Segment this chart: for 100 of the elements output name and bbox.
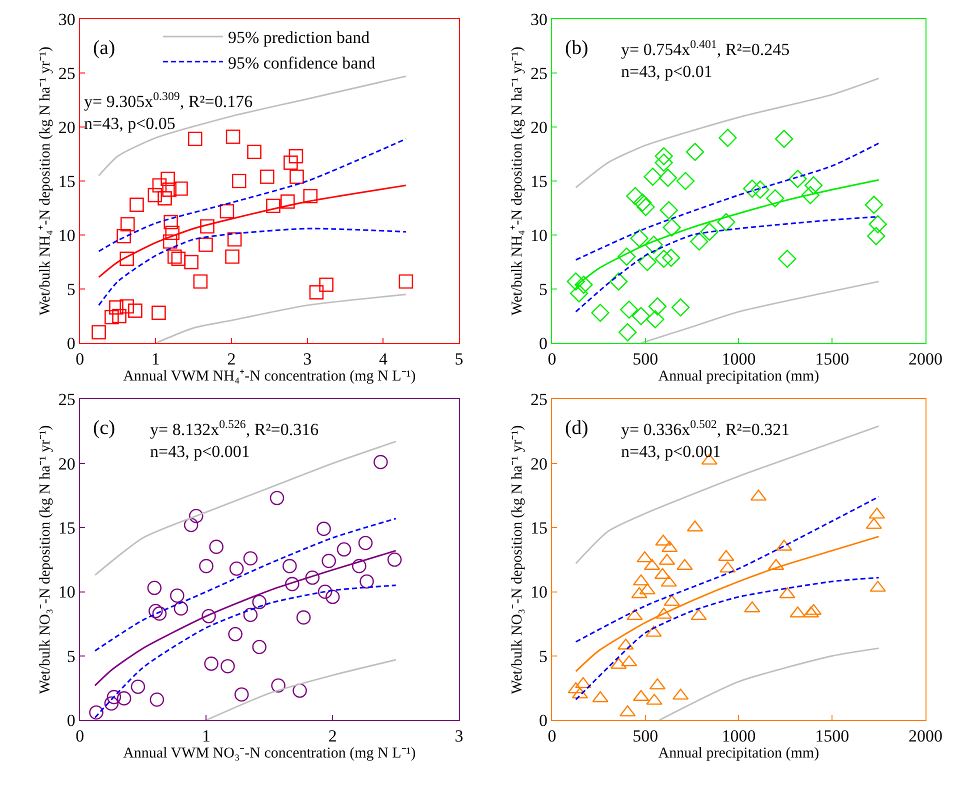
point: [632, 306, 650, 326]
point: [209, 540, 224, 554]
point: [360, 574, 374, 589]
point: [167, 250, 182, 264]
x-tick-label: 2000: [908, 726, 942, 746]
point: [618, 323, 637, 342]
y-axis-title: Wet/bulk NH₄⁺-N deposition (kg N ha⁻¹ yr⁻¹): [510, 46, 526, 316]
point: [804, 176, 823, 194]
y-tick-label: 20: [530, 454, 548, 474]
x-tick-label: 4: [378, 350, 388, 369]
point: [868, 215, 887, 234]
line-series: [154, 294, 407, 344]
point: [867, 227, 886, 246]
line-series: [205, 659, 397, 720]
y-tick-label: 15: [58, 172, 76, 191]
point: [232, 174, 246, 188]
point: [247, 144, 262, 160]
y-tick-label: 5: [538, 646, 548, 666]
annotation: n=43, p<0.05: [84, 114, 176, 133]
legend-label: 95% confidence band: [228, 53, 376, 72]
point: [654, 147, 673, 166]
annotation: (a): [93, 37, 116, 59]
annotation: (d): [565, 417, 588, 439]
y-tick-label: 25: [58, 64, 76, 83]
y-tick-label: 30: [530, 10, 548, 29]
point: [717, 212, 736, 232]
y-tick-label: 20: [530, 118, 548, 137]
y-tick-label: 10: [58, 582, 76, 602]
y-tick-label: 15: [530, 172, 548, 191]
x-tick-label: 500: [632, 726, 658, 746]
point: [170, 588, 184, 603]
point: [296, 610, 311, 625]
line-series: [658, 647, 880, 720]
point: [387, 552, 402, 567]
point: [220, 204, 234, 218]
point: [106, 690, 122, 704]
point: [204, 656, 218, 671]
point: [690, 232, 708, 251]
point: [165, 226, 180, 240]
point: [89, 705, 104, 720]
x-tick-label: 2: [227, 350, 236, 369]
point: [109, 300, 124, 315]
line-series: [98, 138, 407, 252]
y-tick-label: 0: [66, 711, 76, 730]
x-tick-label: 500: [632, 350, 658, 369]
y-tick-label: 10: [58, 226, 76, 245]
point: [686, 142, 704, 161]
line-series: [98, 228, 407, 306]
point: [618, 248, 636, 266]
x-tick-label: 5: [454, 350, 464, 369]
y-tick-label: 5: [538, 280, 548, 300]
point: [120, 252, 134, 266]
point: [130, 680, 146, 694]
point: [638, 252, 656, 272]
point: [633, 194, 652, 212]
point: [648, 297, 667, 316]
point: [700, 222, 718, 241]
annotation: n=43, p<0.001: [150, 442, 250, 461]
x-tick-label: 1000: [722, 726, 756, 746]
point: [202, 609, 216, 624]
point: [319, 278, 334, 292]
point: [152, 606, 167, 621]
annotation: y= 0.754x$^{0.401}$, R²=0.245: [621, 37, 790, 60]
y-tick-label: 25: [530, 390, 548, 410]
point: [164, 214, 178, 230]
x-tick-label: 1000: [722, 350, 756, 369]
y-tick-label: 20: [58, 454, 76, 474]
point: [158, 191, 172, 206]
point: [288, 149, 304, 164]
y-tick-label: 15: [530, 518, 548, 538]
annotation: y= 0.336x$^{0.502}$, R²=0.321: [621, 417, 790, 440]
y-axis-title: Wet/bulk NO₃⁻-N deposition (kg N ha⁻¹ yr⁻¹): [510, 425, 526, 694]
y-tick-label: 0: [538, 334, 548, 354]
y-tick-label: 20: [58, 118, 76, 137]
point: [290, 170, 304, 184]
point: [358, 536, 373, 550]
point: [285, 576, 300, 592]
y-tick-label: 5: [66, 280, 76, 300]
point: [150, 692, 164, 707]
point: [672, 298, 690, 317]
point: [116, 691, 132, 706]
point: [220, 659, 235, 674]
point: [260, 170, 274, 184]
point: [228, 626, 242, 642]
point: [644, 168, 662, 186]
point: [292, 683, 307, 698]
point: [398, 274, 414, 289]
x-tick-label: 2000: [908, 350, 942, 369]
point: [171, 252, 186, 266]
point: [229, 561, 244, 576]
point: [160, 172, 175, 186]
point: [751, 180, 770, 199]
point: [654, 250, 673, 268]
point: [243, 551, 258, 566]
point: [743, 179, 762, 198]
x-tick-label: 3: [454, 726, 464, 746]
point: [148, 604, 163, 618]
y-tick-label: 30: [58, 10, 76, 29]
point: [374, 454, 388, 470]
point: [162, 234, 178, 249]
